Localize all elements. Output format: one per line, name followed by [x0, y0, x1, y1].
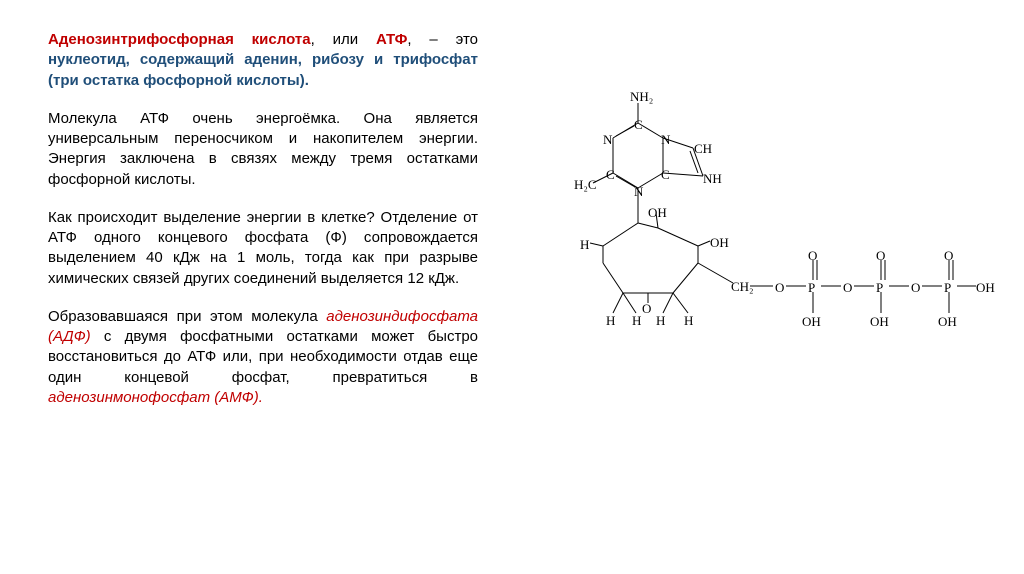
- lbl-oh: OH: [870, 313, 889, 331]
- lbl-h: H: [606, 312, 615, 330]
- paragraph-adp: Образовавшаяся при этом молекула аденози…: [48, 307, 478, 408]
- lbl-oh: OH: [976, 279, 995, 297]
- lbl-p: P: [808, 279, 815, 297]
- lbl-hc: H₂C: [574, 176, 597, 194]
- lbl-n: N: [634, 183, 643, 201]
- term-atp-full: Аденозинтрифосфорная кислота: [48, 31, 311, 48]
- lbl-c: C: [661, 166, 670, 184]
- lbl-o: O: [808, 247, 817, 265]
- definition-text: нуклеотид, содержащий аденин, рибозу и т…: [48, 51, 478, 88]
- text-column: Аденозинтрифосфорная кислота, или АТФ, –…: [48, 30, 478, 554]
- lbl-p: P: [876, 279, 883, 297]
- paragraph-release: Как происходит выделение энергии в клетк…: [48, 208, 478, 289]
- lbl-o: O: [843, 279, 852, 297]
- lbl-nh: NH: [703, 170, 722, 188]
- lbl-ch: CH: [694, 140, 712, 158]
- lbl-n: N: [603, 131, 612, 149]
- atp-structure-diagram: NH₂ C N N H₂C C N C CH NH H OH OH H H H …: [538, 88, 988, 448]
- lbl-o: O: [876, 247, 885, 265]
- lbl-h: H: [580, 236, 589, 254]
- term-amp: аденозинмонофосфат (АМФ).: [48, 389, 263, 406]
- lbl-ch2: CH₂: [731, 278, 754, 296]
- lbl-o: O: [775, 279, 784, 297]
- lbl-o: O: [911, 279, 920, 297]
- lbl-n: N: [661, 131, 670, 149]
- term-atp-short: АТФ: [376, 31, 407, 48]
- diagram-column: NH₂ C N N H₂C C N C CH NH H OH OH H H H …: [478, 30, 1004, 554]
- lbl-h: H: [632, 312, 641, 330]
- lbl-nh2: NH₂: [630, 88, 653, 106]
- lbl-h: H: [656, 312, 665, 330]
- lbl-h: H: [684, 312, 693, 330]
- lbl-oh: OH: [648, 204, 667, 222]
- lbl-oh: OH: [802, 313, 821, 331]
- lbl-oh: OH: [938, 313, 957, 331]
- paragraph-energy: Молекула АТФ очень энергоёмка. Она являе…: [48, 109, 478, 190]
- lbl-c: C: [634, 116, 643, 134]
- lbl-o: O: [642, 300, 651, 318]
- paragraph-definition: Аденозинтрифосфорная кислота, или АТФ, –…: [48, 30, 478, 91]
- lbl-p: P: [944, 279, 951, 297]
- lbl-o: O: [944, 247, 953, 265]
- lbl-c: C: [606, 166, 615, 184]
- lbl-oh: OH: [710, 234, 729, 252]
